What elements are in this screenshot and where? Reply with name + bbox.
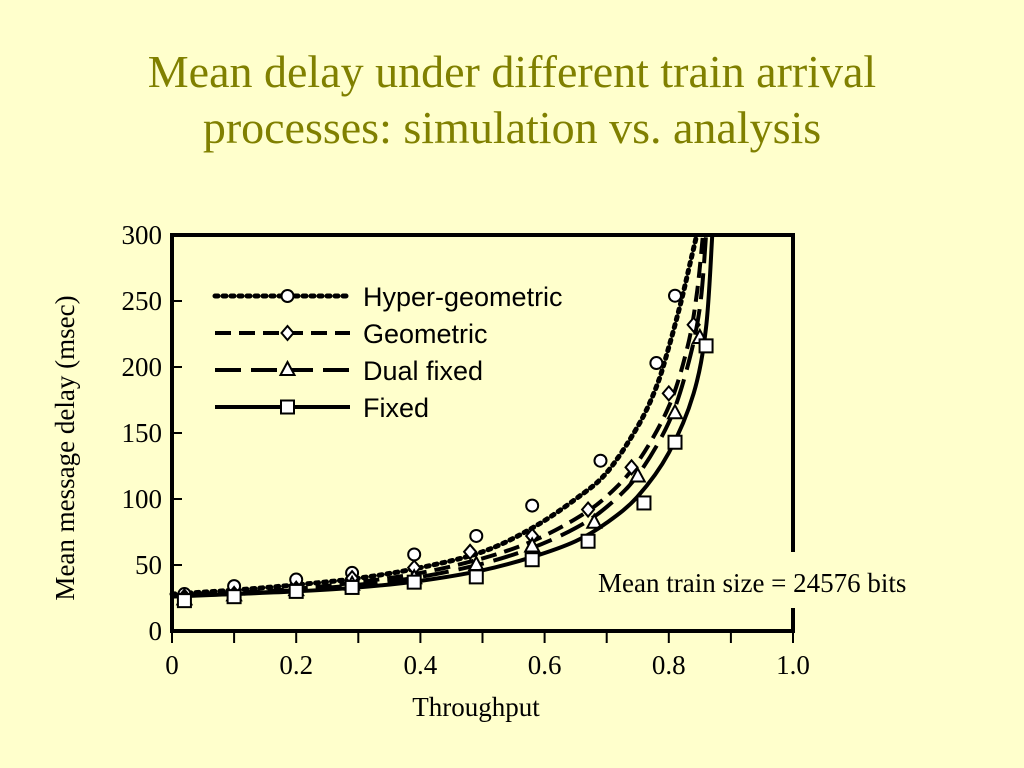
legend-item: Dual fixed — [215, 356, 483, 386]
diamond-marker — [624, 458, 639, 476]
square-marker — [468, 569, 484, 585]
x-tick-label: 0.8 — [652, 650, 686, 680]
diamond-marker — [661, 384, 677, 402]
square-marker — [226, 589, 242, 605]
y-tick-label: 250 — [122, 286, 163, 316]
legend-label: Hyper-geometric — [363, 282, 563, 312]
x-tick-label: 0 — [165, 650, 179, 680]
chart-legend: Hyper-geometric Geometric Dual fixed Fixed — [212, 282, 563, 423]
circle-marker — [469, 528, 484, 543]
slide-title: Mean delay under different train arrival… — [0, 44, 1024, 156]
y-axis-title: Mean message delay (msec) — [50, 295, 80, 600]
triangle-marker — [666, 403, 684, 420]
square-marker — [667, 434, 683, 450]
circle-marker — [525, 498, 540, 513]
legend-item: Geometric — [215, 319, 488, 349]
y-tick-label: 150 — [122, 418, 163, 448]
x-tick-label: 1.0 — [776, 650, 810, 680]
square-marker — [580, 533, 596, 549]
square-marker — [344, 579, 360, 595]
triangle-marker — [585, 512, 603, 529]
legend-triangle-marker — [278, 359, 297, 376]
square-marker — [176, 593, 192, 609]
x-tick-label: 0.6 — [528, 650, 562, 680]
square-marker — [636, 495, 652, 511]
diamond-marker — [462, 543, 478, 561]
frame-gap — [789, 552, 797, 608]
chart-series — [169, 232, 715, 609]
series-line — [169, 232, 700, 597]
series-hyper-geometric — [169, 232, 700, 602]
legend-square-marker — [280, 399, 295, 415]
x-tick-label: 0.2 — [279, 650, 313, 680]
square-marker — [288, 583, 304, 599]
legend-circle-marker — [280, 289, 295, 303]
y-tick-label: 300 — [122, 220, 163, 250]
y-tick-label: 200 — [122, 352, 163, 382]
circle-marker — [668, 288, 683, 303]
x-axis-title: Throughput — [412, 692, 540, 722]
triangle-marker — [629, 466, 647, 483]
square-marker — [524, 552, 540, 568]
circle-marker — [407, 547, 422, 562]
legend-label: Fixed — [363, 393, 429, 423]
y-tick-label: 0 — [149, 616, 163, 646]
y-tick-label: 100 — [122, 484, 163, 514]
train-size-annotation: Mean train size = 24576 bits — [598, 568, 906, 598]
legend-label: Geometric — [363, 319, 488, 349]
square-marker — [698, 338, 714, 354]
legend-item: Hyper-geometric — [212, 282, 563, 312]
x-tick-label: 0.4 — [404, 650, 438, 680]
y-tick-label: 50 — [135, 550, 162, 580]
square-marker — [406, 574, 422, 590]
slide-title-line-1: Mean delay under different train arrival — [147, 46, 877, 97]
diamond-marker — [580, 501, 596, 519]
circle-marker — [649, 356, 664, 371]
series-line — [171, 234, 715, 599]
series-fixed — [171, 234, 715, 609]
legend-diamond-marker — [280, 324, 295, 342]
circle-marker — [593, 453, 608, 468]
legend-item: Fixed — [215, 393, 429, 423]
legend-label: Dual fixed — [363, 356, 483, 386]
chart-axes: 0 50 100 150 200 250 300 0 0.2 0.4 0.6 0.8 1.0 — [122, 220, 810, 680]
slide-title-line-2: processes: simulation vs. analysis — [202, 102, 822, 153]
triangle-marker — [523, 536, 541, 553]
